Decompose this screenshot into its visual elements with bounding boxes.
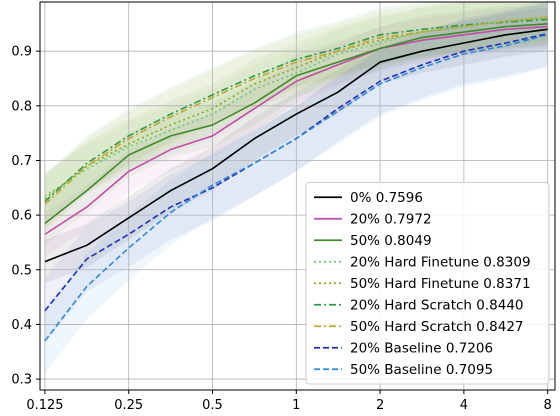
series-band [44, 2, 548, 374]
x-axis-ticks: 0.125 0.25 0.5 1 2 4 8 [26, 390, 552, 413]
y-axis-ticks: 0.3 0.4 0.5 0.6 0.7 0.8 0.9 [11, 45, 40, 388]
x-tick-label: 1 [292, 398, 300, 413]
series-line [44, 23, 548, 224]
series-band [44, 2, 548, 221]
x-tick-label: 0.25 [114, 398, 143, 413]
y-tick-label: 0.4 [11, 318, 32, 333]
legend-label: 0% 0.7596 [350, 190, 423, 206]
legend: 0% 0.7596 20% 0.7972 50% 0.8049 20% Hard Fi… [305, 182, 550, 385]
legend-label: 20% 0.7972 [350, 211, 432, 227]
series-line [44, 18, 548, 203]
legend-box [305, 182, 550, 385]
x-tick-label: 0.5 [202, 398, 223, 413]
series-line [44, 15, 548, 200]
series-line [44, 34, 548, 342]
legend-label: 20% Baseline 0.7206 [350, 340, 493, 356]
x-tick-label: 4 [460, 398, 468, 413]
y-tick-label: 0.9 [11, 45, 32, 60]
y-tick-label: 0.5 [11, 263, 32, 278]
legend-label: 50% Hard Scratch 0.8427 [350, 319, 524, 335]
legend-label: 50% 0.8049 [350, 233, 432, 249]
series-lines [44, 15, 548, 342]
y-tick-label: 0.3 [11, 373, 32, 388]
series-line [44, 16, 548, 205]
legend-label: 20% Hard Finetune 0.8309 [350, 254, 531, 270]
legend-label: 50% Baseline 0.7095 [350, 362, 493, 378]
y-tick-label: 0.8 [11, 99, 32, 114]
series-line [44, 25, 548, 235]
x-tick-label: 2 [376, 398, 384, 413]
series-band [44, 2, 548, 232]
legend-label: 20% Hard Scratch 0.8440 [350, 297, 524, 313]
x-tick-label: 8 [544, 398, 552, 413]
y-tick-label: 0.6 [11, 209, 32, 224]
legend-label: 50% Hard Finetune 0.8371 [350, 276, 531, 292]
series-line [44, 28, 548, 263]
y-tick-label: 0.7 [11, 154, 32, 169]
series-line [44, 17, 548, 197]
series-band [44, 7, 548, 284]
plot-frame [39, 1, 556, 391]
series-band [44, 2, 548, 344]
series-band [44, 2, 548, 246]
x-tick-label: 0.125 [26, 398, 63, 413]
